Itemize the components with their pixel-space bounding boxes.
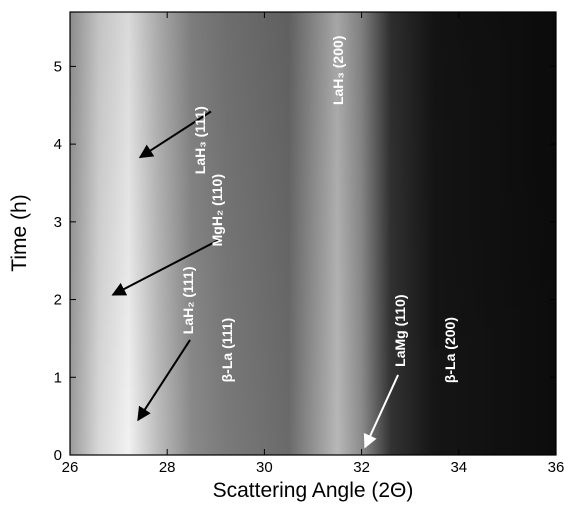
y-tick-label: 2 [54, 292, 62, 309]
contour-shade [70, 12, 556, 455]
annotation-arrow [138, 110, 212, 159]
annotation: LaMg (110) [392, 294, 408, 366]
x-tick-label: 28 [159, 459, 176, 476]
plot-frame [69, 11, 557, 456]
annotation: LaH₃ (200) [330, 36, 346, 106]
x-tick-label: 36 [548, 459, 565, 476]
x-axis-label: Scattering Angle (2Θ) [213, 479, 414, 502]
y-tick-label: 4 [54, 136, 62, 153]
plot-area [69, 11, 557, 456]
y-axis-label: Time (h) [8, 194, 31, 271]
annotation: β-La (200) [442, 317, 458, 383]
x-tick-label: 34 [450, 459, 467, 476]
y-tick-label: 3 [54, 214, 62, 231]
annotation-arrow [363, 374, 399, 449]
y-tick-label: 0 [54, 447, 62, 464]
annotation-arrow [137, 339, 191, 422]
annotation: MgH₂ (110) [209, 174, 225, 246]
x-tick-label: 30 [256, 459, 273, 476]
annotation: β-La (111) [219, 318, 235, 383]
annotation-arrow [111, 239, 219, 296]
y-tick-label: 1 [54, 369, 62, 386]
x-tick-label: 26 [62, 459, 79, 476]
annotation: LaH₂ (111) [180, 266, 196, 334]
annotation: LaH₃ (111) [192, 106, 208, 174]
y-tick-label: 5 [54, 58, 62, 75]
x-tick-label: 32 [353, 459, 370, 476]
